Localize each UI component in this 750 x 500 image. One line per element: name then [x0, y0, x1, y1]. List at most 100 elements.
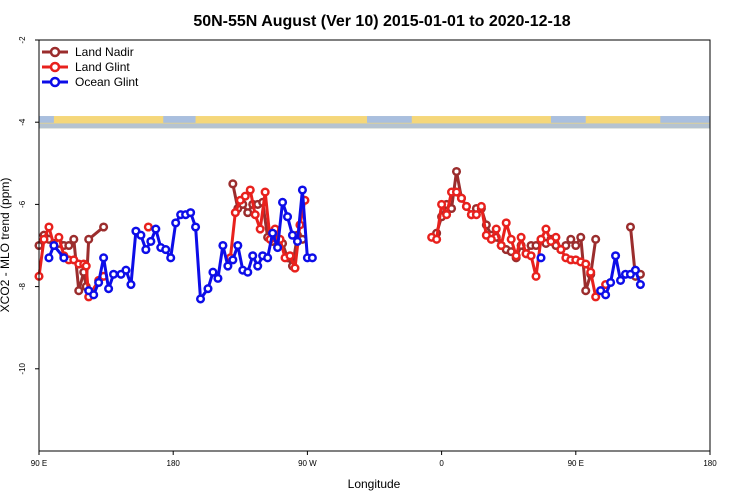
data-point — [496, 240, 506, 251]
data-point — [282, 212, 293, 222]
data-point — [451, 166, 462, 177]
data-point — [290, 263, 300, 273]
series-ocean-glint — [44, 185, 645, 304]
data-point — [248, 251, 258, 261]
data-point — [586, 267, 596, 277]
data-point — [99, 253, 109, 263]
data-point — [230, 208, 240, 218]
data-point — [126, 279, 136, 290]
x-tick-label: 0 — [439, 459, 444, 468]
data-point — [89, 290, 99, 300]
series-layer — [34, 166, 645, 304]
data-point — [146, 236, 156, 246]
data-point — [109, 269, 119, 279]
data-point — [218, 240, 228, 251]
legend-label: Land Glint — [75, 60, 130, 74]
data-point — [591, 292, 601, 302]
data-point — [566, 234, 576, 244]
data-point — [99, 222, 109, 232]
data-point — [576, 232, 586, 242]
data-point — [141, 245, 151, 255]
x-axis: 90 E 180 90 W 0 90 E 180 — [31, 451, 717, 468]
data-point — [191, 222, 201, 232]
data-point — [511, 251, 521, 261]
data-point — [277, 197, 288, 207]
data-point — [625, 222, 636, 232]
ocean-patch — [550, 116, 586, 123]
data-point — [143, 222, 153, 232]
x-tick-label: 90 W — [298, 459, 317, 468]
data-point — [630, 265, 640, 275]
data-point — [81, 261, 91, 271]
y-tick-label: -2 — [18, 36, 27, 44]
data-point — [611, 251, 621, 261]
data-point — [285, 251, 295, 261]
data-point — [213, 273, 223, 283]
data-point — [171, 218, 181, 228]
data-point — [606, 277, 616, 288]
y-axis-label: XCO2 - MLO trend (ppm) — [0, 178, 12, 313]
data-point — [437, 199, 447, 209]
ocean-patch — [367, 116, 412, 123]
data-point — [491, 224, 501, 234]
data-point — [54, 232, 64, 242]
y-tick-label: -4 — [18, 118, 27, 126]
legend-label: Land Nadir — [75, 45, 134, 59]
data-point — [571, 240, 581, 251]
data-point — [556, 245, 566, 255]
x-tick-label: 180 — [167, 459, 181, 468]
data-point — [255, 224, 265, 234]
data-point — [208, 267, 218, 277]
data-point — [476, 201, 486, 212]
data-point — [121, 265, 131, 275]
data-point — [166, 253, 176, 263]
data-point — [69, 234, 79, 244]
data-point — [591, 234, 601, 244]
x-tick-label: 90 E — [568, 459, 584, 468]
legend-marker — [49, 46, 61, 58]
ocean-patch — [163, 116, 196, 123]
series-land-glint — [34, 185, 611, 302]
data-point — [59, 253, 69, 263]
data-point — [44, 253, 54, 263]
data-point — [186, 208, 196, 218]
y-tick-label: -6 — [18, 200, 27, 208]
data-point — [551, 232, 561, 242]
data-point — [581, 286, 591, 296]
chart-title: 50N-55N August (Ver 10) 2015-01-01 to 20… — [193, 13, 570, 30]
data-point — [228, 179, 238, 189]
y-tick-label: -10 — [18, 362, 27, 374]
data-point — [243, 267, 253, 277]
data-point — [151, 224, 161, 234]
data-point — [223, 261, 233, 271]
data-point — [49, 240, 59, 251]
data-point — [432, 234, 442, 244]
data-point — [268, 228, 278, 238]
data-point — [486, 234, 496, 244]
data-point — [263, 253, 273, 263]
x-tick-label: 180 — [703, 459, 717, 468]
data-point — [228, 255, 238, 265]
data-point — [253, 261, 263, 271]
land-ocean-band — [39, 116, 710, 129]
data-point — [74, 286, 84, 296]
data-point — [531, 271, 541, 281]
x-axis-label: Longitude — [348, 477, 401, 491]
data-point — [541, 224, 551, 234]
data-point — [581, 259, 591, 269]
data-point — [203, 284, 213, 294]
data-point — [471, 210, 481, 220]
ocean-patch — [660, 116, 710, 123]
data-point — [39, 234, 49, 244]
series-line — [435, 170, 598, 293]
data-point — [536, 234, 546, 244]
y-tick-label: -8 — [18, 282, 27, 290]
data-point — [506, 234, 516, 244]
x-tick-label: 90 E — [31, 459, 47, 468]
data-point — [243, 208, 253, 218]
data-point — [615, 275, 626, 285]
data-point — [136, 230, 146, 240]
data-point — [260, 187, 270, 197]
data-point — [536, 253, 546, 263]
data-point — [601, 290, 611, 300]
